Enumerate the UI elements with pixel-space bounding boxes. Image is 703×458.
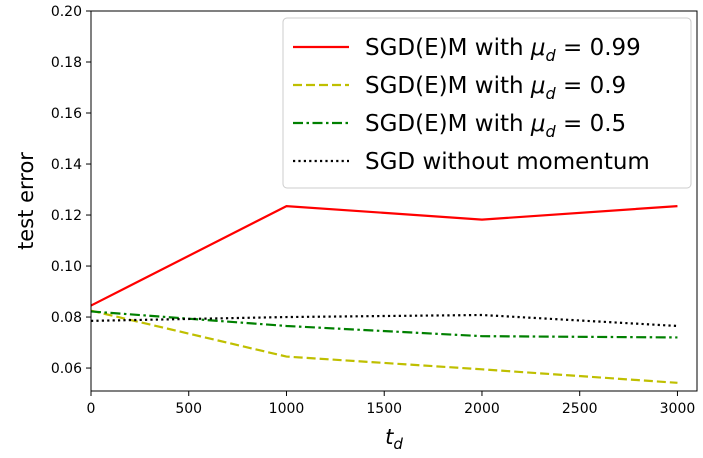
y-axis-label: test error bbox=[14, 152, 38, 250]
x-tick-label: 2500 bbox=[562, 401, 598, 417]
y-tick-label: 0.14 bbox=[51, 157, 82, 173]
axes bbox=[90, 10, 698, 392]
y-tick-label: 0.20 bbox=[51, 4, 82, 20]
x-tick-label: 1500 bbox=[366, 401, 402, 417]
x-tick-label: 3000 bbox=[660, 401, 696, 417]
legend-label: SGD(E)M with μd = 0.5 bbox=[365, 111, 626, 141]
series-line-1 bbox=[90, 204, 678, 307]
series-line-4 bbox=[90, 313, 678, 328]
y-tick-label: 0.18 bbox=[51, 55, 82, 71]
plot-lines bbox=[90, 204, 678, 384]
legend-label: SGD without momentum bbox=[365, 149, 650, 175]
x-tick-label: 500 bbox=[175, 401, 202, 417]
y-tick-label: 0.12 bbox=[51, 208, 82, 224]
x-tick-label: 2000 bbox=[464, 401, 500, 417]
x-tick-label: 1000 bbox=[269, 401, 305, 417]
x-axis-label: td bbox=[385, 425, 403, 453]
y-axis-ticks: 0.06 0.08 0.10 0.12 0.14 0.16 0.18 0.20 bbox=[51, 4, 91, 377]
y-tick-label: 0.06 bbox=[51, 361, 82, 377]
x-tick-label: 0 bbox=[87, 401, 96, 417]
x-axis-ticks: 0 500 1000 1500 2000 2500 3000 bbox=[87, 391, 696, 417]
y-tick-label: 0.10 bbox=[51, 259, 82, 275]
legend: SGD(E)M with μd = 0.99 SGD(E)M with μd = … bbox=[282, 17, 692, 189]
plot-frame bbox=[90, 10, 698, 392]
legend-label: SGD(E)M with μd = 0.99 bbox=[365, 35, 641, 65]
y-tick-label: 0.08 bbox=[51, 310, 82, 326]
series-line-2 bbox=[90, 309, 678, 384]
legend-label: SGD(E)M with μd = 0.9 bbox=[365, 73, 626, 103]
y-tick-label: 0.16 bbox=[51, 106, 82, 122]
legend-box bbox=[282, 17, 692, 189]
